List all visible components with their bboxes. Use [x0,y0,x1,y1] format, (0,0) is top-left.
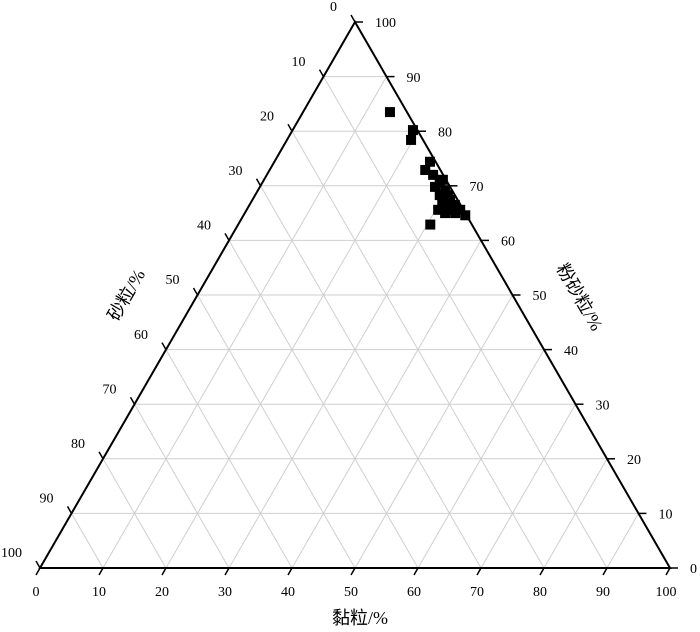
silt-tick-label: 60 [501,235,515,250]
silt-tick-label: 30 [596,398,610,413]
grid-line [228,240,419,569]
clay-tick-label: 100 [656,585,677,600]
tick-mark [224,233,230,241]
sand-tick-label: 70 [103,382,117,397]
sand-tick-label: 100 [1,546,22,561]
silt-tick-label: 10 [659,508,673,523]
tick-mark [161,342,167,350]
clay-tick-label: 90 [596,585,610,600]
clay-tick-label: 20 [155,585,169,600]
grid-line [102,76,387,569]
data-point [406,134,417,145]
tick-mark [287,567,293,576]
tick-mark [350,14,356,23]
sand-tick-label: 50 [166,273,180,288]
tick-mark [255,178,262,187]
grid-line [323,76,608,569]
silt-tick-label: 50 [533,289,547,304]
clay-axis-title: 黏粒/% [332,608,388,628]
data-point [424,156,435,167]
sand-axis-title: 砂粒/% [104,266,149,324]
tick-mark [318,69,325,77]
tick-mark [413,567,419,576]
sand-tick-label: 60 [134,328,148,343]
grid-line [480,403,576,569]
sand-tick-label: 0 [330,0,337,15]
grid-line [197,294,356,569]
tick-mark [350,567,356,576]
silt-tick-label: 40 [564,344,578,359]
clay-tick-label: 30 [218,585,232,600]
clay-tick-label: 40 [281,585,295,600]
clay-tick-label: 10 [92,585,106,600]
silt-tick-label: 100 [375,16,396,31]
tick-mark [192,287,199,296]
data-point [437,174,448,185]
data-point [455,204,466,215]
sand-tick-label: 20 [260,109,274,124]
data-point [434,190,445,201]
data-point [425,219,436,230]
silt-axis-title: 粉砂粒/% [552,260,606,334]
data-point [460,210,471,221]
tick-mark [539,567,545,576]
data-point [407,125,418,136]
grid-line [354,294,513,569]
grid-line [228,185,450,569]
sand-tick-label: 30 [229,164,243,179]
tick-mark [98,567,104,576]
tick-mark [287,123,293,132]
sand-tick-label: 80 [71,437,85,452]
grid-line [165,349,293,569]
tick-mark [161,567,167,576]
silt-tick-label: 80 [438,125,452,140]
sand-tick-label: 40 [197,219,211,234]
silt-tick-label: 70 [470,180,484,195]
data-point [420,164,431,175]
data-point [428,169,439,180]
tick-mark [66,506,73,514]
data-point [446,203,457,214]
data-point [440,208,451,219]
tick-mark [665,567,671,576]
tick-mark [35,567,41,576]
tick-mark [35,560,41,569]
clay-tick-label: 60 [407,585,421,600]
tick-mark [98,451,104,460]
grid-line [291,130,545,569]
data-point [384,107,395,118]
silt-tick-label: 90 [407,71,421,86]
tick-mark [476,567,482,576]
tick-mark [224,567,230,576]
tick-mark [602,567,608,576]
sand-tick-label: 90 [40,492,54,507]
clay-tick-label: 0 [33,585,40,600]
sand-tick-label: 10 [292,55,306,70]
clay-tick-label: 70 [470,585,484,600]
data-point [430,181,441,192]
silt-tick-label: 20 [627,453,641,468]
grid-line [606,513,639,569]
data-point [433,204,444,215]
grid-line [71,513,104,569]
silt-tick-label: 0 [690,562,697,577]
clay-tick-label: 80 [533,585,547,600]
clay-tick-label: 50 [344,585,358,600]
grid-line [260,185,482,569]
grid-line [134,403,230,569]
grid-line [102,458,167,569]
data-point [441,194,452,205]
tick-mark [129,396,136,405]
